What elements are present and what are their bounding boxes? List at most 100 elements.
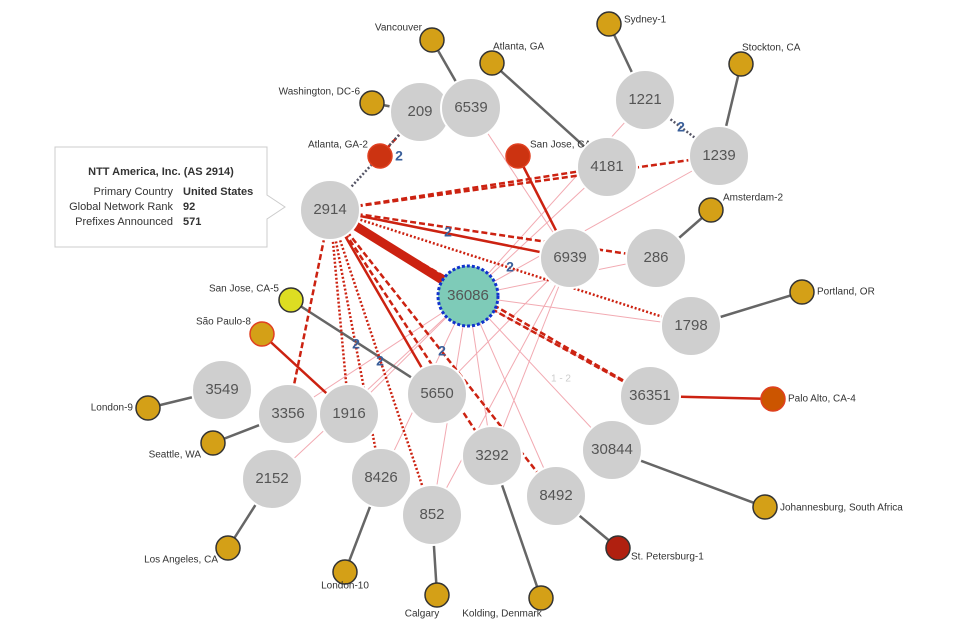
edge [329, 208, 692, 328]
edge [467, 295, 613, 451]
location-node [760, 386, 786, 412]
as-label: 4181 [590, 158, 623, 175]
as-node [299, 179, 361, 241]
as-label: 36086 [447, 287, 489, 304]
as-label: 8426 [364, 469, 397, 486]
edge [271, 295, 469, 480]
edge [467, 155, 720, 297]
location-node [728, 51, 754, 77]
as-node [401, 484, 463, 546]
location-label: San Jose, CA [530, 140, 591, 151]
edge [328, 209, 494, 457]
location-node [605, 535, 631, 561]
location-node [419, 27, 445, 53]
edge [328, 209, 439, 395]
as-node [619, 365, 681, 427]
location-node [424, 582, 450, 608]
location-node [698, 197, 724, 223]
tooltip-value: United States [183, 186, 253, 198]
tooltip-value: 92 [183, 201, 195, 213]
tooltip-key: Global Network Rank [69, 201, 173, 213]
location-node [278, 287, 304, 313]
edge-label: 2 [506, 259, 514, 275]
tooltip: NTT America, Inc. (AS 2914) Primary Count… [54, 146, 286, 248]
nodes: Vancouver Atlanta, GA Sydney-1 Stockton, CA… [91, 11, 903, 620]
location-node [505, 143, 531, 169]
location-node [332, 559, 358, 585]
location-label: Washington, DC-6 [279, 87, 361, 98]
as-node [688, 125, 750, 187]
edge-label: 2 [376, 353, 384, 369]
tooltip-title: NTT America, Inc. (AS 2914) [88, 166, 234, 178]
as-label: 3292 [475, 447, 508, 464]
location-label: London-9 [91, 403, 134, 414]
edge [467, 295, 557, 497]
as-node [539, 227, 601, 289]
location-label: San Jose, CA-5 [209, 284, 279, 295]
location-node [249, 321, 275, 347]
location-label: Sydney-1 [624, 15, 667, 26]
location-node [752, 494, 778, 520]
as-node [191, 359, 253, 421]
location-label: St. Petersburg-1 [631, 552, 704, 563]
edge [329, 208, 571, 260]
as-label: 2152 [255, 470, 288, 487]
location-label: Vancouver [375, 23, 423, 34]
location-label: Portland, OR [817, 287, 875, 298]
tooltip-key: Prefixes Announced [75, 216, 173, 228]
edge-label: 2 [444, 224, 452, 240]
as-label: 1798 [674, 317, 707, 334]
location-node [479, 50, 505, 76]
as-node [350, 447, 412, 509]
as-label: 209 [407, 103, 432, 120]
edge [329, 154, 720, 212]
edge-label: 2 [677, 119, 685, 135]
tooltip-box [54, 146, 286, 248]
as-label: 3356 [271, 405, 304, 422]
as-label: 30844 [591, 441, 633, 458]
as-node [614, 69, 676, 131]
as-node [461, 425, 523, 487]
edge-label: 2 [395, 148, 403, 164]
edge [329, 209, 557, 497]
edge [431, 257, 571, 516]
as-node [625, 227, 687, 289]
as-label: 6939 [553, 249, 586, 266]
location-label: Calgary [405, 609, 439, 620]
as-label: 852 [419, 506, 444, 523]
as-label: 1221 [628, 91, 661, 108]
as-node [440, 77, 502, 139]
as-label: 36351 [629, 387, 671, 404]
as-label: 2914 [313, 201, 346, 218]
edge-label: 1 - 2 [551, 374, 571, 385]
location-node [367, 143, 393, 169]
edge [467, 295, 692, 327]
edge [286, 209, 332, 415]
location-node [789, 279, 815, 305]
location-node [596, 11, 622, 37]
location-node [359, 90, 385, 116]
location-label: Amsterdam-2 [723, 193, 783, 204]
location-label: Stockton, CA [742, 43, 801, 54]
as-label: 5650 [420, 385, 453, 402]
as-node [525, 465, 587, 527]
location-label: Palo Alto, CA-4 [788, 394, 856, 405]
edge [467, 166, 608, 297]
edge [467, 99, 646, 297]
location-node [135, 395, 161, 421]
location-label: Kolding, Denmark [462, 609, 542, 620]
as-label: 1239 [702, 147, 735, 164]
location-label: Los Angeles, CA [144, 555, 218, 566]
tooltip-value: 571 [183, 216, 201, 228]
as-node [436, 264, 500, 328]
edge-label: 2 [352, 336, 360, 352]
tooltip-key: Primary Country [94, 186, 174, 198]
edge [329, 208, 657, 260]
location-node [200, 430, 226, 456]
as-node [406, 363, 468, 425]
as-node [581, 419, 643, 481]
location-label: Johannesburg, South Africa [780, 503, 903, 514]
as-label: 8492 [539, 487, 572, 504]
as-node [660, 295, 722, 357]
